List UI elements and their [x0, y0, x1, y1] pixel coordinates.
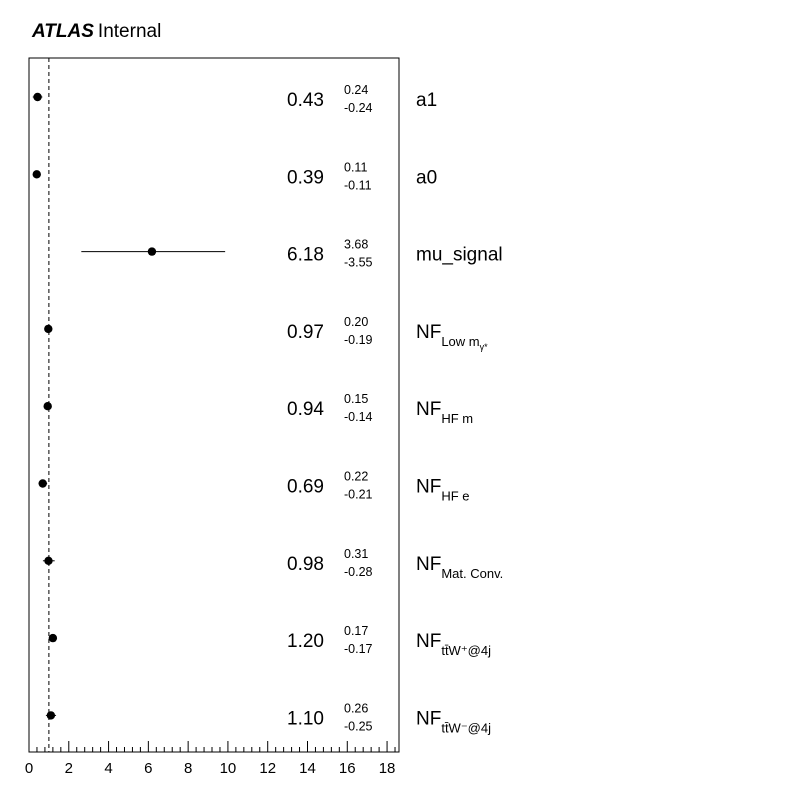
- x-tick-label: 16: [339, 760, 356, 777]
- x-tick-label: 12: [259, 760, 276, 777]
- parameter-name-main: mu_signal: [416, 245, 503, 266]
- fit-point: [43, 402, 52, 411]
- parameter-name-subscript: Low m: [441, 334, 479, 349]
- parameter-name-subscript: tt̄W⁻@4j: [441, 720, 491, 735]
- parameter-name-subscript: tt̄W⁺@4j: [441, 643, 491, 658]
- plot-frame: [28, 57, 400, 753]
- fit-value: 0.94: [287, 399, 324, 420]
- parameter-name: NFtt̄W⁻@4j: [416, 708, 491, 735]
- error-down: -0.24: [344, 101, 373, 115]
- atlas-label: ATLAS Internal: [32, 21, 161, 43]
- error-up: 0.22: [344, 470, 368, 484]
- error-down: -0.17: [344, 642, 373, 656]
- parameter-name: NFHF m: [416, 399, 473, 426]
- error-down: -0.28: [344, 565, 373, 579]
- parameter-name-main: NF: [416, 477, 441, 498]
- parameter-name: a0: [416, 167, 437, 188]
- fit-value: 0.98: [287, 554, 324, 575]
- parameter-name-main: a0: [416, 167, 437, 188]
- error-down: -0.19: [344, 333, 373, 347]
- x-tick-label: 2: [65, 760, 73, 777]
- error-down: -0.14: [344, 410, 373, 424]
- error-down: -0.25: [344, 719, 373, 733]
- parameter-row: [81, 247, 226, 256]
- x-tick-label: 6: [144, 760, 152, 777]
- fit-point: [48, 633, 58, 643]
- fit-value: 0.69: [287, 477, 324, 498]
- fit-point: [44, 324, 53, 334]
- parameter-name-subscript: Mat. Conv.: [441, 566, 503, 581]
- parameter-name: NFLow mγ*: [416, 322, 488, 352]
- parameter-row: [38, 479, 48, 488]
- parameter-name-main: NF: [416, 399, 441, 420]
- parameter-name: mu_signal: [416, 245, 503, 266]
- parameter-row: [48, 633, 58, 643]
- error-up: 0.31: [344, 547, 368, 561]
- error-up: 0.24: [344, 83, 368, 97]
- fit-value: 0.97: [287, 322, 324, 343]
- fit-point: [44, 556, 53, 565]
- parameter-name-subscript: HF m: [441, 411, 473, 426]
- parameter-name-main: a1: [416, 90, 437, 111]
- fit-value: 0.43: [287, 90, 324, 111]
- parameter-name-subsubscript: γ*: [480, 342, 489, 352]
- error-down: -3.55: [344, 256, 373, 270]
- parameter-name: NFHF e: [416, 477, 470, 504]
- fit-point: [147, 247, 157, 256]
- parameter-name-main: NF: [416, 554, 441, 575]
- status-label: Internal: [97, 21, 162, 42]
- parameter-name-main: NF: [416, 322, 441, 343]
- fit-value: 1.20: [287, 631, 324, 652]
- x-tick-label: 8: [184, 760, 192, 777]
- parameter-name-main: NF: [416, 708, 441, 729]
- fit-point: [32, 170, 41, 179]
- parameter-name: a1: [416, 90, 437, 111]
- error-up: 0.20: [344, 315, 368, 329]
- error-down: -0.21: [344, 488, 373, 502]
- x-tick-label: 10: [220, 760, 237, 777]
- fit-point: [38, 479, 47, 488]
- parameter-row: [45, 711, 57, 720]
- error-up: 0.17: [344, 624, 368, 638]
- error-up: 0.11: [344, 160, 367, 174]
- fit-value: 0.39: [287, 167, 324, 188]
- parameter-row: [43, 402, 52, 411]
- parameter-name: NFMat. Conv.: [416, 554, 503, 581]
- x-tick-label: 0: [25, 760, 33, 777]
- error-down: -0.11: [344, 178, 372, 192]
- x-tick-label: 4: [104, 760, 112, 777]
- parameter-name: NFtt̄W⁺@4j: [416, 631, 491, 658]
- error-up: 0.15: [344, 392, 368, 406]
- experiment-name: ATLAS: [32, 21, 94, 42]
- x-tick-label: 18: [379, 760, 396, 777]
- error-up: 0.26: [344, 701, 368, 715]
- fit-point: [33, 92, 42, 102]
- parameter-name-main: NF: [416, 631, 441, 652]
- parameter-row: [32, 92, 43, 102]
- parameter-name-subscript: HF e: [441, 489, 469, 504]
- fit-value: 6.18: [287, 245, 324, 266]
- x-tick-label: 14: [299, 760, 316, 777]
- error-up: 3.68: [344, 238, 368, 252]
- fit-point: [46, 711, 56, 720]
- parameter-row: [44, 324, 53, 334]
- fit-value: 1.10: [287, 708, 324, 729]
- parameter-row: [32, 170, 41, 179]
- parameter-row: [42, 556, 55, 565]
